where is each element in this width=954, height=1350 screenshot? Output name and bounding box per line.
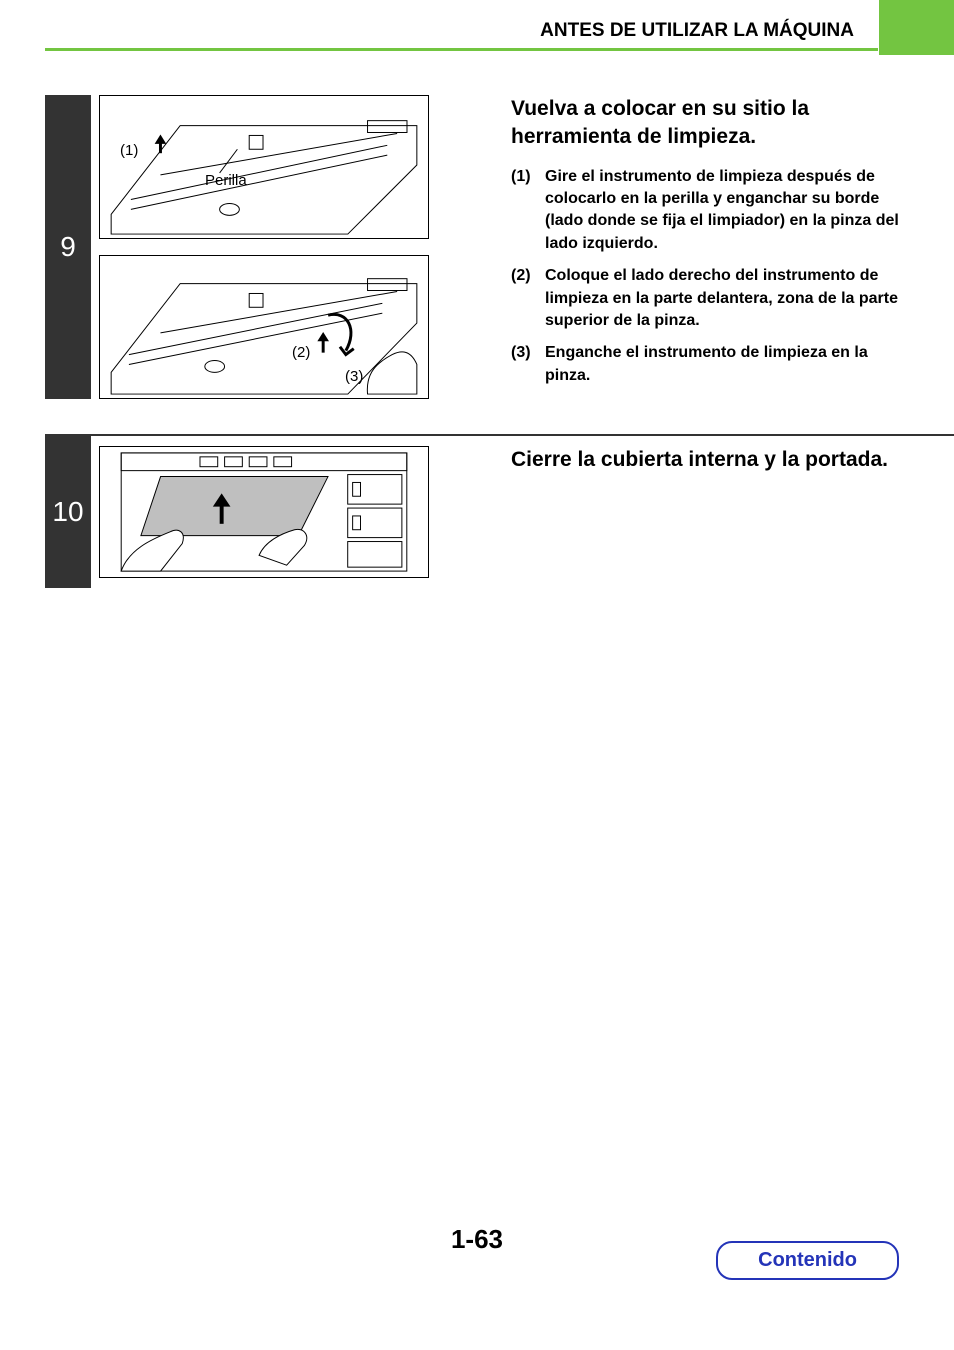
step-9: 9 xyxy=(45,95,909,399)
page-header: ANTES DE UTILIZAR LA MÁQUINA xyxy=(0,0,954,60)
callout-3: (3) xyxy=(345,368,363,385)
substep-1-num: (1) xyxy=(511,166,545,256)
diagram-9a: (1) Perilla xyxy=(99,95,429,239)
substep-2-text: Coloque el lado derecho del instrumento … xyxy=(545,265,909,332)
step-number: 9 xyxy=(45,95,91,399)
header-tab xyxy=(879,0,954,55)
contents-button[interactable]: Contenido xyxy=(716,1241,899,1280)
substep-2: (2) Coloque el lado derecho del instrume… xyxy=(511,265,909,332)
callout-1: (1) xyxy=(120,142,138,159)
page-content: 9 xyxy=(0,95,954,588)
diagram-9b-svg xyxy=(100,256,428,398)
step-9-heading: Vuelva a colocar en su sitio la herramie… xyxy=(511,95,909,152)
step-10-heading: Cierre la cubierta interna y la portada. xyxy=(511,446,909,474)
header-rule xyxy=(45,48,878,51)
substep-3-num: (3) xyxy=(511,342,545,387)
callout-2: (2) xyxy=(292,344,310,361)
diagram-10 xyxy=(99,446,429,578)
substep-1-text: Gire el instrumento de limpieza después … xyxy=(545,166,909,256)
label-perilla: Perilla xyxy=(205,172,247,189)
section-title: ANTES DE UTILIZAR LA MÁQUINA xyxy=(0,0,954,42)
step-number: 10 xyxy=(45,436,91,588)
step-number-text: 10 xyxy=(52,496,83,528)
diagram-9b: (2) (3) xyxy=(99,255,429,399)
diagram-10-svg xyxy=(100,447,428,577)
contents-button-label: Contenido xyxy=(758,1249,857,1271)
step-10: 10 xyxy=(45,436,909,588)
substep-3: (3) Enganche el instrumento de limpieza … xyxy=(511,342,909,387)
step-number-text: 9 xyxy=(60,231,76,263)
substep-1: (1) Gire el instrumento de limpieza desp… xyxy=(511,166,909,256)
substep-3-text: Enganche el instrumento de limpieza en l… xyxy=(545,342,909,387)
substep-2-num: (2) xyxy=(511,265,545,332)
diagram-9a-svg xyxy=(100,96,428,238)
